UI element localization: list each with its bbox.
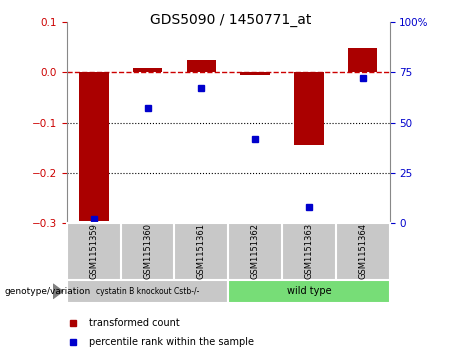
Text: GDS5090 / 1450771_at: GDS5090 / 1450771_at <box>150 13 311 27</box>
Text: GSM1151360: GSM1151360 <box>143 223 152 280</box>
Bar <box>79 72 108 221</box>
Bar <box>294 72 324 145</box>
Bar <box>187 60 216 72</box>
Text: percentile rank within the sample: percentile rank within the sample <box>89 337 254 347</box>
Text: cystatin B knockout Cstb-/-: cystatin B knockout Cstb-/- <box>96 287 199 296</box>
Text: GSM1151363: GSM1151363 <box>304 223 313 280</box>
Text: transformed count: transformed count <box>89 318 180 327</box>
Bar <box>133 68 162 72</box>
Polygon shape <box>53 284 63 298</box>
Bar <box>67 280 228 303</box>
Text: wild type: wild type <box>287 286 331 296</box>
Bar <box>228 280 390 303</box>
Text: GSM1151359: GSM1151359 <box>89 224 98 279</box>
Text: genotype/variation: genotype/variation <box>5 287 91 296</box>
Text: GSM1151364: GSM1151364 <box>358 223 367 280</box>
Text: GSM1151362: GSM1151362 <box>251 223 260 280</box>
Bar <box>240 72 270 75</box>
Text: GSM1151361: GSM1151361 <box>197 223 206 280</box>
Bar <box>348 48 378 72</box>
